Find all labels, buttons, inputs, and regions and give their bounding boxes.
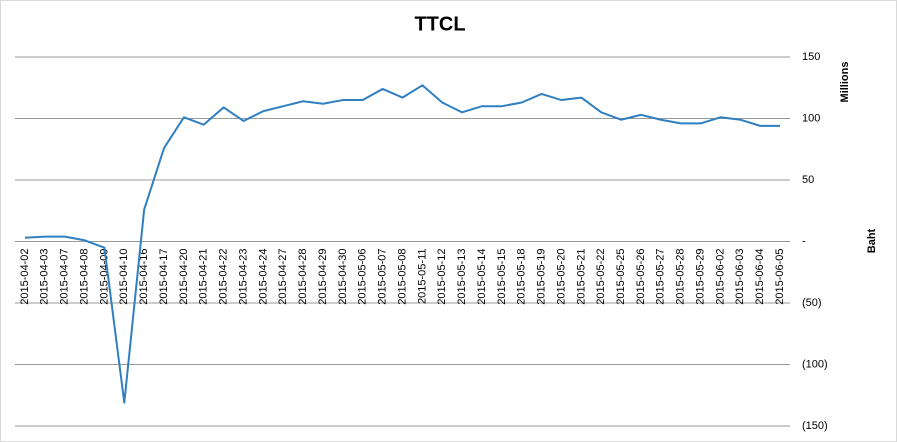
x-tick-label: 2015-05-15: [496, 249, 508, 305]
x-tick-label: 2015-05-07: [377, 249, 389, 305]
x-tick-label: 2015-05-28: [675, 249, 687, 305]
x-tick-label: 2015-05-26: [635, 249, 647, 305]
x-tick-label: 2015-04-21: [198, 249, 210, 305]
x-tick-label: 2015-05-06: [357, 249, 369, 305]
x-tick-label: 2015-05-29: [694, 249, 706, 305]
y-tick-label: (150): [802, 420, 828, 432]
x-tick-label: 2015-04-27: [277, 249, 289, 305]
x-tick-label: 2015-05-25: [615, 249, 627, 305]
x-tick-label: 2015-06-03: [734, 249, 746, 305]
x-tick-label: 2015-04-29: [317, 249, 329, 305]
x-tick-label: 2015-04-16: [138, 249, 150, 305]
x-tick-label: 2015-06-05: [774, 249, 786, 305]
x-tick-label: 2015-05-27: [655, 249, 667, 305]
x-tick-label: 2015-06-02: [714, 249, 726, 305]
y-tick-label: 150: [802, 51, 820, 63]
x-tick-label: 2015-04-10: [118, 249, 130, 305]
x-tick-label: 2015-04-24: [257, 249, 269, 305]
x-tick-label: 2015-05-08: [396, 249, 408, 305]
x-tick-label: 2015-05-14: [476, 249, 488, 305]
x-tick-label: 2015-04-22: [218, 249, 230, 305]
x-tick-label: 2015-05-20: [555, 249, 567, 305]
y-tick-label: 100: [802, 112, 820, 124]
x-tick-label: 2015-04-30: [337, 249, 349, 305]
x-tick-label: 2015-05-11: [416, 249, 428, 304]
x-tick-label: 2015-06-04: [754, 249, 766, 305]
y-unit-label: Millions: [839, 62, 851, 103]
x-tick-label: 2015-04-03: [39, 249, 51, 305]
x-tick-label: 2015-04-08: [78, 249, 90, 305]
x-tick-label: 2015-04-20: [178, 249, 190, 305]
x-tick-label: 2015-04-07: [59, 249, 71, 305]
y-tick-label: -: [802, 235, 806, 247]
data-line: [24, 84, 781, 404]
y-tick-label: 50: [802, 174, 814, 186]
x-tick-label: 2015-05-21: [575, 249, 587, 305]
x-tick-label: 2015-05-18: [516, 249, 528, 305]
x-tick-label: 2015-05-19: [536, 249, 548, 305]
y-tick-label: (100): [802, 358, 828, 370]
x-tick-label: 2015-04-23: [237, 249, 249, 305]
x-tick-label: 2015-05-12: [436, 249, 448, 305]
x-tick-label: 2015-04-17: [158, 249, 170, 305]
x-tick-label: 2015-05-22: [595, 249, 607, 305]
chart-title: TTCL: [414, 13, 465, 35]
x-tick-label: 2015-04-28: [297, 249, 309, 305]
y-axis-label: Baht: [866, 228, 878, 253]
y-tick-label: (50): [802, 297, 822, 309]
x-tick-label: 2015-04-02: [19, 249, 31, 305]
x-tick-label: 2015-05-13: [456, 249, 468, 305]
